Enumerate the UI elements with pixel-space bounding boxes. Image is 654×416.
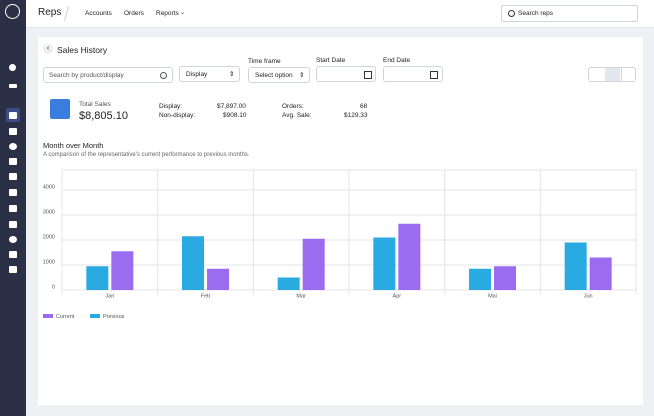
- select-text: Display: [186, 71, 208, 78]
- bar: [494, 266, 516, 290]
- legend-label: Current: [56, 314, 75, 320]
- bar-view[interactable]: [605, 68, 620, 81]
- back-button[interactable]: ‹: [43, 44, 53, 54]
- x-tick-label: Feb: [201, 293, 210, 299]
- select-text: Select option: [255, 72, 293, 79]
- end-date[interactable]: [383, 66, 443, 82]
- nav-icon[interactable]: [9, 158, 17, 165]
- stat-value: $7,897.00: [217, 103, 246, 110]
- bar: [182, 236, 204, 290]
- stat-label: Orders:: [282, 103, 304, 110]
- table-view[interactable]: [621, 68, 637, 81]
- y-tick-label: 3000: [43, 209, 55, 215]
- stat-label: Non-display:: [159, 112, 196, 119]
- stat-label: Avg. Sale:: [282, 112, 312, 119]
- y-tick-label: 1000: [43, 259, 55, 265]
- top-bar: Reps Accounts Orders Reports ⌄ Search re…: [26, 0, 654, 28]
- sidebar: [0, 0, 26, 416]
- x-tick-label: Jun: [584, 293, 593, 299]
- stat-value: 68: [360, 103, 368, 110]
- sales-icon: [50, 99, 70, 119]
- bar: [564, 242, 587, 290]
- bar: [207, 268, 229, 290]
- search-box[interactable]: Search reps: [501, 5, 638, 22]
- brand[interactable]: Reps: [38, 7, 62, 18]
- nav-icon[interactable]: [9, 266, 17, 273]
- placeholder: Search by product/display: [49, 72, 124, 79]
- chart-subtitle: A comparison of the representative's cur…: [43, 152, 250, 158]
- time-frame-select[interactable]: Select option ⇕: [248, 67, 310, 83]
- dropdown-caret: ⌄: [180, 10, 186, 16]
- stat-value: $908.10: [223, 112, 247, 119]
- nav-icon[interactable]: [9, 128, 17, 135]
- nav-icon[interactable]: [9, 189, 17, 196]
- nav-icon[interactable]: [9, 221, 17, 228]
- product-search[interactable]: Search by product/display: [43, 67, 173, 83]
- card: ‹ Sales History Search by product/displa…: [38, 37, 643, 405]
- nav-icon[interactable]: [9, 236, 17, 243]
- view-toggle: [588, 67, 636, 82]
- bar: [277, 277, 300, 290]
- y-tick-label: 4000: [43, 184, 55, 190]
- stat-value: $129.33: [344, 112, 368, 119]
- legend-swatch: [43, 314, 53, 318]
- bar: [398, 223, 421, 290]
- legend-swatch: [90, 314, 100, 318]
- total-label: Total Sales: [79, 101, 111, 108]
- nav-icon[interactable]: [9, 112, 17, 119]
- bar: [111, 251, 134, 290]
- user-icon[interactable]: [9, 64, 16, 71]
- caret: ⇕: [229, 71, 235, 78]
- nav-link[interactable]: Orders: [124, 10, 144, 17]
- search-placeholder: Search reps: [518, 10, 554, 17]
- collapse-icon[interactable]: [9, 84, 17, 88]
- x-tick-label: Mar: [296, 293, 306, 299]
- y-tick-label: 0: [52, 284, 55, 290]
- nav-icon[interactable]: [9, 173, 17, 180]
- total-value: $8,805.10: [79, 110, 128, 122]
- nav-icon[interactable]: [9, 251, 17, 258]
- y-tick-label: 2000: [43, 234, 55, 240]
- bar: [589, 257, 612, 290]
- legend-label: Previous: [103, 314, 125, 320]
- bar: [373, 237, 396, 290]
- field-label: Time frame: [248, 58, 281, 65]
- stat-label: Display:: [159, 103, 183, 110]
- display-select[interactable]: Display ⇕: [179, 66, 240, 82]
- bar: [86, 266, 109, 290]
- bar: [469, 268, 491, 290]
- search-icon: [508, 10, 515, 17]
- field-label: End Date: [383, 57, 411, 64]
- field-label: Start Date: [316, 57, 346, 64]
- x-tick-label: Apr: [393, 293, 402, 299]
- logo: [5, 4, 20, 19]
- nav-link[interactable]: Accounts: [85, 10, 112, 17]
- x-tick-label: Mai: [488, 293, 497, 299]
- bar: [302, 238, 325, 290]
- x-tick-label: Jan: [105, 293, 114, 299]
- calendar-icon: [364, 71, 372, 79]
- page-title: Sales History: [57, 45, 108, 55]
- calendar-icon: [430, 71, 438, 79]
- start-date[interactable]: [316, 66, 376, 82]
- search-icon: [160, 72, 167, 79]
- chart-title: Month over Month: [43, 141, 104, 150]
- nav-icon[interactable]: [9, 143, 17, 150]
- nav-link[interactable]: Reports: [156, 10, 179, 17]
- nav-icon[interactable]: [9, 205, 17, 212]
- caret: ⇕: [299, 72, 305, 79]
